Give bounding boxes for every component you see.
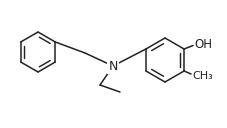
Text: CH₃: CH₃ — [192, 71, 213, 81]
Text: OH: OH — [194, 39, 212, 51]
Text: N: N — [108, 60, 118, 72]
